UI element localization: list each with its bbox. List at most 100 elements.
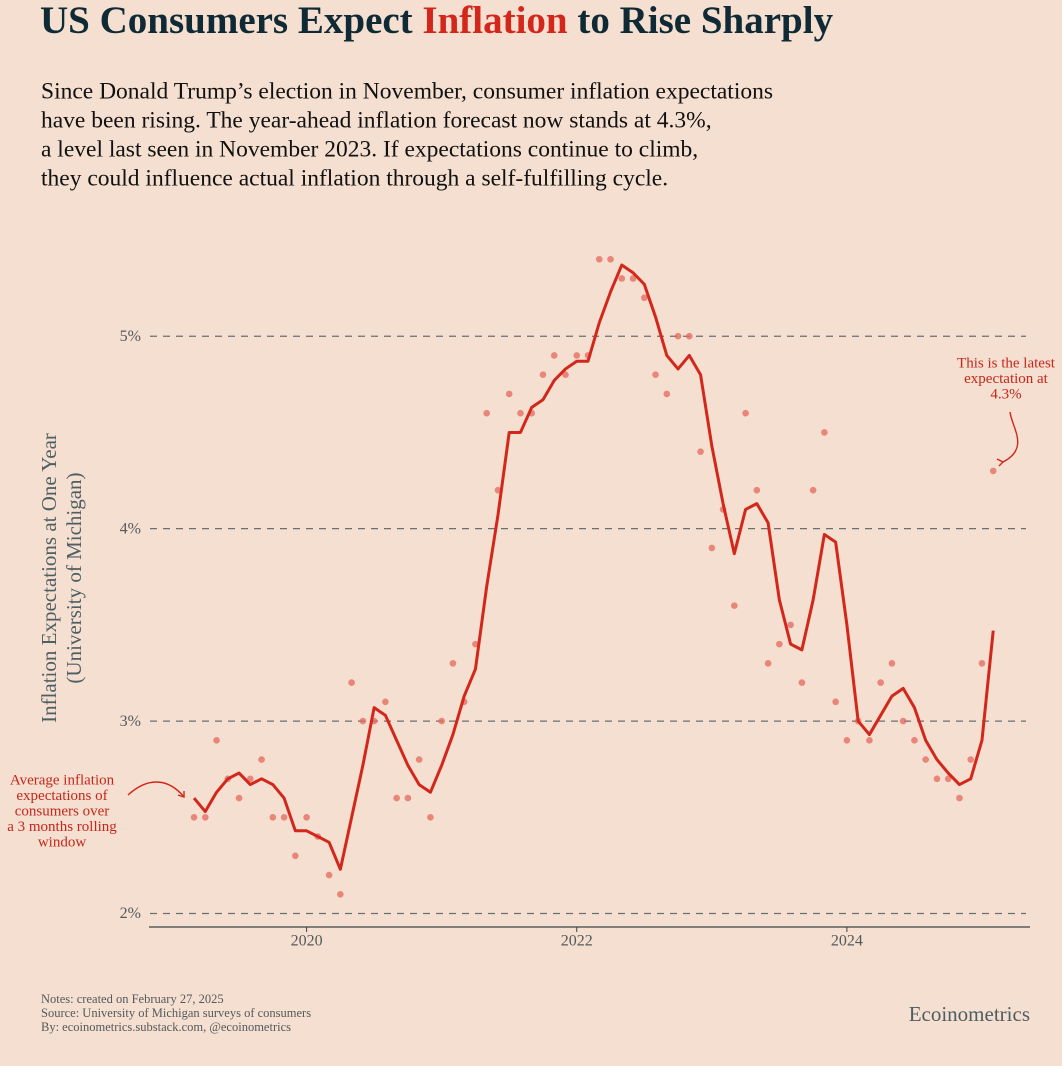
data-point — [562, 371, 569, 379]
data-point — [877, 679, 884, 686]
data-point — [866, 737, 873, 744]
data-point — [573, 352, 581, 359]
data-point — [427, 814, 434, 821]
data-point — [753, 486, 761, 494]
data-point — [550, 352, 558, 359]
data-point — [190, 814, 198, 821]
data-point — [686, 332, 693, 340]
note-line: Notes: created on February 27, 2025 — [41, 992, 224, 1006]
annotation: window — [38, 834, 87, 850]
data-point — [978, 660, 986, 667]
y-axis-label: (University of Michigan) — [62, 472, 86, 683]
data-point — [348, 679, 355, 686]
data-point — [539, 371, 547, 379]
note-line: By: ecoinometrics.substack.com, @ecoinom… — [41, 1020, 291, 1034]
data-point — [404, 794, 412, 802]
annotation: expectation at — [964, 371, 1049, 387]
data-point — [989, 467, 997, 475]
title-part: to Rise Sharply — [577, 0, 833, 42]
annotation: 4.3% — [990, 386, 1021, 402]
data-point — [483, 409, 490, 417]
data-point — [944, 775, 952, 783]
data-point — [663, 390, 671, 398]
subtitle-line: have been rising. The year-ahead inflati… — [41, 107, 712, 133]
annotation: a 3 months rolling — [7, 819, 117, 835]
data-point — [967, 756, 975, 763]
x-tick-label: 2024 — [831, 933, 863, 950]
data-point — [292, 852, 299, 860]
data-point — [213, 737, 220, 744]
data-point — [607, 255, 614, 263]
note-line: Source: University of Michigan surveys o… — [41, 1006, 311, 1020]
subtitle-line: a level last seen in November 2023. If e… — [41, 136, 698, 162]
brand: Ecoinometrics — [909, 1002, 1030, 1026]
data-point — [742, 409, 749, 417]
rolling-average-line — [192, 263, 995, 871]
data-point — [472, 640, 479, 648]
title-part: US Consumers Expect — [40, 0, 413, 42]
y-tick-label: 3% — [120, 713, 141, 730]
data-point — [764, 660, 772, 667]
data-point — [674, 332, 682, 340]
annotation-arrow — [1002, 411, 1019, 463]
data-point — [956, 794, 963, 802]
data-point — [911, 737, 918, 744]
data-point — [337, 890, 344, 898]
data-point — [821, 429, 828, 436]
y-axis-label: Inflation Expectations at One Year — [37, 433, 61, 723]
data-point — [258, 756, 265, 763]
data-point — [393, 794, 400, 802]
data-point — [595, 255, 603, 263]
data-point — [505, 390, 513, 398]
data-point — [303, 814, 310, 821]
data-point — [899, 717, 907, 725]
subtitle-line: Since Donald Trump’s election in Novembe… — [41, 78, 773, 104]
x-tick-label: 2022 — [561, 933, 593, 950]
data-point — [201, 814, 209, 821]
data-point — [629, 275, 637, 282]
data-point — [640, 294, 648, 302]
data-point — [235, 794, 243, 802]
data-point — [382, 698, 389, 706]
data-point — [697, 448, 704, 455]
data-point — [843, 737, 851, 744]
data-point — [787, 621, 794, 629]
data-point — [438, 717, 445, 725]
data-point — [247, 775, 254, 783]
annotation: consumers over — [15, 803, 110, 819]
annotation-arrow — [127, 781, 185, 798]
data-point — [798, 679, 806, 686]
data-point — [888, 660, 896, 667]
annotation-arrowhead — [996, 458, 1005, 467]
data-point — [933, 775, 941, 783]
data-point — [832, 698, 839, 706]
data-point — [415, 756, 423, 763]
annotation: This is the latest — [957, 355, 1056, 371]
data-point — [269, 814, 277, 821]
title-highlight: Inflation — [422, 0, 568, 42]
subtitle-line: they could influence actual inflation th… — [41, 165, 668, 191]
annotation: expectations of — [16, 788, 107, 804]
data-point — [280, 814, 288, 821]
data-point — [618, 275, 626, 282]
data-point — [325, 871, 333, 879]
chart-title: US Consumers Expect Inflation to Rise Sh… — [40, 0, 834, 42]
annotation-arrowhead — [177, 791, 185, 798]
y-tick-label: 5% — [120, 328, 141, 345]
data-point — [776, 640, 783, 648]
annotation: Average inflation — [10, 772, 115, 788]
x-tick-label: 2020 — [291, 933, 323, 950]
data-point — [449, 660, 457, 667]
data-point — [359, 717, 367, 725]
data-point — [708, 544, 716, 552]
data-point — [494, 486, 502, 494]
data-point — [809, 486, 817, 494]
data-point — [731, 602, 738, 609]
y-tick-label: 4% — [120, 520, 141, 537]
y-tick-label: 2% — [120, 905, 141, 922]
data-point — [652, 371, 659, 379]
data-point — [517, 409, 524, 417]
